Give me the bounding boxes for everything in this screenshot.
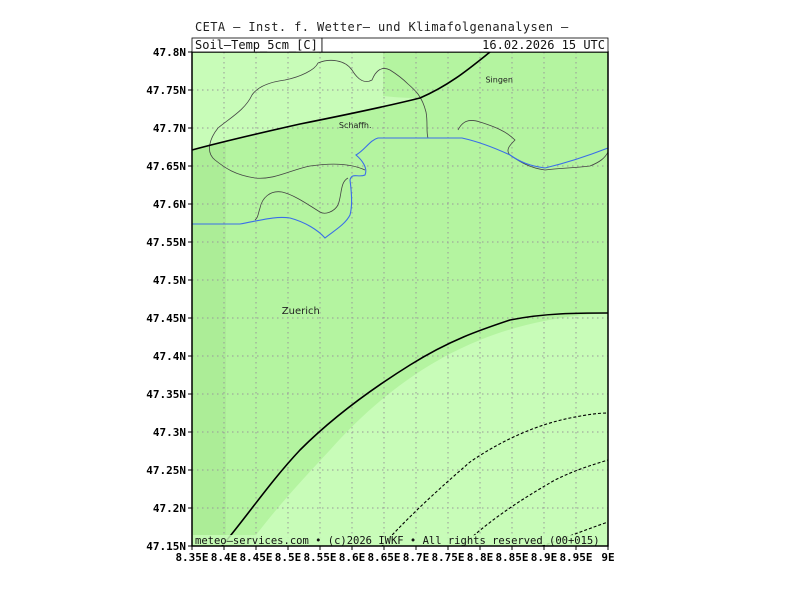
valid-time-label: 16.02.2026 15 UTC (482, 38, 605, 52)
lon-tick-label: 8.55E (303, 551, 336, 564)
footer-bg (193, 535, 607, 545)
lat-tick-label: 47.7N (153, 122, 186, 135)
border-enclave (254, 177, 349, 221)
lat-tick-label: 47.2N (153, 502, 186, 515)
lat-tick-label: 47.45N (146, 312, 186, 325)
lon-tick-label: 8.7E (403, 551, 430, 564)
footer-credit: meteo–services.com • (c)2026 IWKF • All … (195, 535, 600, 547)
lon-tick-label: 8.35E (175, 551, 208, 564)
longitude-labels: 8.35E 8.4E 8.45E 8.5E 8.55E 8.6E 8.65E 8.7E 8.75… (175, 546, 615, 564)
latitude-labels: 47.15N 47.2N 47.25N 47.3N 47.35N 47.4N 47.45N 4… (146, 46, 192, 553)
shade-band-dark (192, 52, 226, 546)
lat-tick-label: 47.5N (153, 274, 186, 287)
lat-tick-label: 47.55N (146, 236, 186, 249)
lat-tick-label: 47.65N (146, 160, 186, 173)
contour-north (191, 51, 491, 151)
lat-tick-label: 47.25N (146, 464, 186, 477)
lon-tick-label: 8.4E (211, 551, 238, 564)
river-lines (192, 137, 609, 239)
header-title: CETA – Inst. f. Wetter– und Klimafolgena… (195, 20, 569, 34)
place-label: Schaffh. (339, 121, 372, 130)
lat-tick-label: 47.15N (146, 540, 186, 553)
lon-tick-label: 8.65E (367, 551, 400, 564)
border-schaffhausen (217, 59, 429, 139)
place-labels: Singen Schaffh. Zuerich (282, 75, 513, 317)
lon-tick-label: 8.6E (339, 551, 366, 564)
place-label: Zuerich (282, 306, 320, 317)
lat-tick-label: 47.35N (146, 388, 186, 401)
lon-tick-label: 8.5E (275, 551, 302, 564)
lat-tick-label: 47.6N (153, 198, 186, 211)
lon-tick-label: 8.9E (531, 551, 558, 564)
footer-strip: meteo–services.com • (c)2026 IWKF • All … (193, 535, 607, 547)
lon-tick-label: 8.95E (559, 551, 592, 564)
shade-band-mid (192, 52, 608, 546)
parameter-label: Soil–Temp_5cm_[C] (195, 38, 318, 52)
border-south (209, 127, 366, 179)
lon-tick-label: 9E (601, 551, 614, 564)
lat-tick-label: 47.4N (153, 350, 186, 363)
time-box (321, 37, 609, 53)
lat-tick-label: 47.75N (146, 84, 186, 97)
contour-dashed-2 (461, 459, 609, 547)
contour-dashed-1 (381, 412, 609, 547)
place-label: Singen (485, 75, 512, 84)
lon-tick-label: 8.45E (239, 551, 272, 564)
lon-tick-label: 8.85E (495, 551, 528, 564)
temperature-shading (192, 52, 608, 546)
header-box: Soil–Temp_5cm_[C] 16.02.2026 15 UTC (191, 37, 609, 53)
lat-tick-label: 47.8N (153, 46, 186, 59)
contour-central (221, 312, 609, 547)
river-rhine (192, 137, 609, 239)
shade-band-upper-mid (383, 52, 608, 99)
lon-tick-label: 8.8E (467, 551, 494, 564)
lat-tick-label: 47.3N (153, 426, 186, 439)
lon-tick-label: 8.75E (431, 551, 464, 564)
